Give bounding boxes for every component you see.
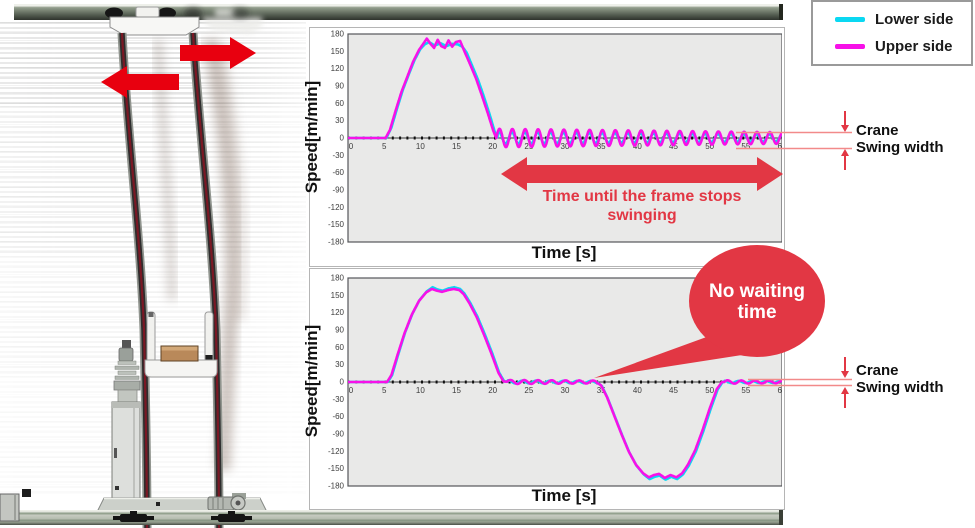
y-tick-label: 90: [335, 326, 344, 335]
travel-trolley: [105, 6, 200, 36]
x-tick-label: 55: [741, 142, 750, 151]
x-tick-label: 15: [452, 386, 461, 395]
y-tick-label: 60: [335, 343, 344, 352]
y-tick-label: -60: [332, 168, 344, 177]
legend-item: Lower side: [835, 11, 971, 28]
x-tick-label: 35: [597, 142, 606, 151]
chart-panel-top: 180 150 120 90 60 30 0 -30 -60 -90 -120 -150 -180 0 5 1…: [309, 27, 785, 267]
x-tick-label: 25: [524, 386, 533, 395]
swing-width-label: Swing width: [856, 139, 944, 156]
x-tick-label: 45: [669, 386, 678, 395]
x-tick-label: 10: [416, 386, 425, 395]
no-waiting-time-text: No waiting time: [709, 281, 805, 324]
bubble-text-line1: No waiting: [708, 281, 806, 302]
y-tick-label: -180: [328, 238, 345, 247]
x-tick-label: 30: [561, 142, 570, 151]
y-axis-title: Speed[m/min]: [302, 324, 321, 438]
y-tick-label: 0: [340, 378, 345, 387]
crane-swing-width-label: Crane Swing width: [856, 122, 944, 156]
y-tick-label: 180: [331, 274, 345, 283]
series-upper-side: [347, 287, 782, 480]
x-tick-label: 30: [561, 386, 570, 395]
mast-right: [188, 32, 224, 528]
cargo-box: [160, 345, 199, 362]
x-tick-label: 45: [669, 142, 678, 151]
x-tick-label: 15: [452, 142, 461, 151]
y-tick-label: 90: [335, 82, 344, 91]
mast-left: [117, 32, 152, 528]
x-tick-label: 0: [349, 142, 354, 151]
rail-clamp: [113, 511, 154, 522]
x-tick-label: 60: [778, 386, 782, 395]
swing-motion-ghost: [153, 7, 262, 471]
x-tick-label: 40: [633, 386, 642, 395]
y-tick-label: -60: [332, 412, 344, 421]
legend-label: Upper side: [875, 37, 953, 55]
y-tick-label: -90: [332, 186, 344, 195]
x-tick-label: 20: [488, 142, 497, 151]
legend-item: Upper side: [835, 38, 971, 55]
series-upper-side: [347, 37, 782, 149]
y-tick-label: 30: [335, 360, 344, 369]
y-tick-label: -150: [328, 220, 345, 229]
y-tick-label: -150: [328, 464, 345, 473]
control-cabinet: [111, 401, 141, 502]
y-tick-label: -120: [328, 447, 345, 456]
y-tick-label: 120: [331, 64, 345, 73]
y-axis-title: Speed[m/min]: [302, 80, 321, 194]
x-tick-label: 50: [705, 386, 714, 395]
top-rail: [14, 4, 783, 20]
legend-label: Lower side: [875, 11, 954, 29]
x-tick-label: 0: [349, 386, 354, 395]
bubble-text-line2: time: [737, 302, 777, 324]
x-tick-label: 5: [382, 142, 387, 151]
y-tick-label: 150: [331, 47, 345, 56]
x-tick-label: 20: [488, 386, 497, 395]
y-tick-label: -30: [332, 151, 344, 160]
swing-time-label: Time until the frame stops swinging: [542, 188, 742, 224]
drive-wheel-unit: [207, 493, 246, 511]
lift-carriage: [144, 311, 218, 378]
y-tick-label: 180: [331, 30, 345, 39]
y-tick-label: -120: [328, 203, 345, 212]
rail-clamp: [211, 511, 252, 522]
x-tick-label: 5: [382, 386, 387, 395]
y-tick-label: 60: [335, 99, 344, 108]
cyan-line-swatch: [835, 17, 865, 23]
crane-label: Crane: [856, 122, 899, 139]
legend-box: Lower side Upper side: [811, 0, 973, 66]
speed-chart-without-control: 180 150 120 90 60 30 0 -30 -60 -90 -120 -150 -180 0 5 1…: [328, 30, 782, 247]
crane-swing-width-label: Crane Swing width: [856, 362, 944, 396]
swing-width-label: Swing width: [856, 379, 944, 396]
y-tick-label: -90: [332, 430, 344, 439]
x-tick-label: 10: [416, 142, 425, 151]
y-tick-label: -30: [332, 395, 344, 404]
swing-direction-arrow-right-icon: [180, 37, 256, 69]
y-tick-label: 120: [331, 308, 345, 317]
y-tick-label: 30: [335, 116, 344, 125]
rail-end-block: [0, 489, 31, 522]
x-axis-title: Time [s]: [531, 243, 597, 262]
x-tick-label: 40: [633, 142, 642, 151]
x-tick-label: 25: [524, 142, 533, 151]
swing-direction-arrow-left-icon: [101, 66, 179, 98]
magenta-line-swatch: [835, 43, 865, 49]
bottom-rail: [0, 489, 783, 525]
x-axis-title: Time [s]: [531, 486, 597, 505]
y-tick-label: 150: [331, 291, 345, 300]
x-tick-label: 55: [741, 386, 750, 395]
x-tick-label: 50: [705, 142, 714, 151]
x-tick-label: 35: [597, 386, 606, 395]
x-tick-label: 60: [778, 142, 782, 151]
base-frame: [96, 493, 268, 513]
hoist-motor: [113, 340, 141, 403]
y-tick-label: -180: [328, 482, 345, 491]
y-tick-label: 0: [340, 134, 345, 143]
crane-label: Crane: [856, 362, 899, 379]
